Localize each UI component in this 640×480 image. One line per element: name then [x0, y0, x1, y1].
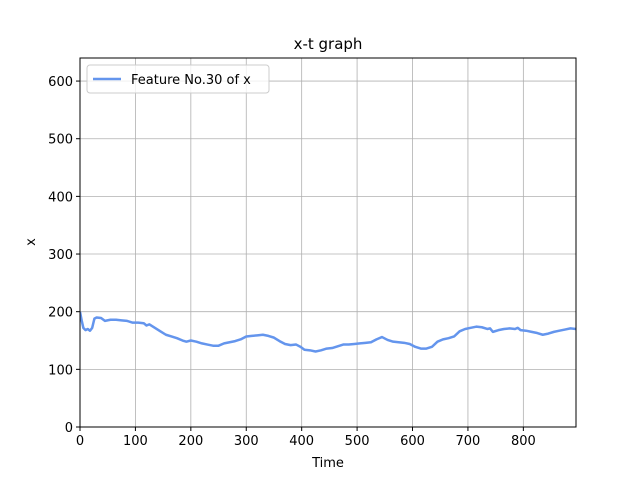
- y-axis-label: x: [24, 238, 39, 246]
- x-tick-label: 800: [511, 434, 536, 449]
- x-tick-label: 400: [289, 434, 314, 449]
- x-tick-label: 700: [456, 434, 481, 449]
- y-tick-label: 0: [65, 421, 73, 436]
- y-tick-label: 300: [48, 248, 73, 263]
- y-tick-label: 500: [48, 133, 73, 148]
- y-tick-label: 400: [48, 190, 73, 205]
- series-line-0: [80, 311, 576, 353]
- y-tick-label: 200: [48, 306, 73, 321]
- series-layer: [80, 311, 576, 353]
- legend-label: Feature No.30 of x: [131, 73, 251, 88]
- x-axis-ticks: 0 100 200 300 400 500 600 700 800: [76, 427, 536, 449]
- legend-box: [86, 64, 270, 94]
- x-tick-label: 0: [76, 434, 84, 449]
- x-tick-label: 500: [345, 434, 370, 449]
- chart-title: x-t graph: [294, 35, 363, 53]
- legend: Feature No.30 of x: [86, 64, 270, 94]
- x-tick-label: 300: [234, 434, 259, 449]
- y-tick-label: 600: [48, 75, 73, 90]
- x-tick-label: 100: [123, 434, 148, 449]
- x-tick-label: 200: [178, 434, 203, 449]
- y-axis-ticks: 0 100 200 300 400 500 600: [48, 75, 80, 436]
- plot-frame: [79, 57, 577, 428]
- x-tick-label: 600: [400, 434, 425, 449]
- grid-lines: [79, 58, 576, 428]
- x-axis-label: Time: [311, 456, 344, 471]
- y-tick-label: 100: [48, 363, 73, 378]
